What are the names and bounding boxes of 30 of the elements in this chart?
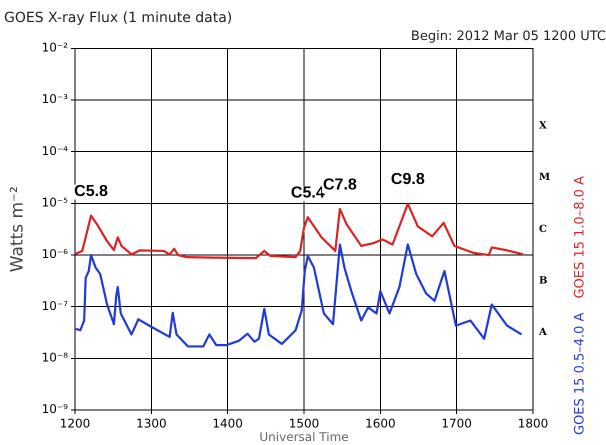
y-tick-label: 10⁻⁸ — [42, 350, 68, 364]
text: M — [539, 172, 550, 184]
x-tick-label: 1800 — [518, 416, 548, 430]
text: GOES 15 0.5–4.0 A — [572, 312, 588, 435]
x-tick-label: 1500 — [288, 416, 320, 430]
x-tick-label: 1600 — [365, 416, 396, 430]
y-tick-label: 10⁻² — [42, 40, 68, 55]
chart-title: GOES X-ray Flux (1 minute data) — [4, 10, 232, 26]
text: X — [539, 120, 547, 132]
y-tick-label: 10⁻⁶ — [42, 247, 68, 262]
y-tick-label: 10⁻⁹ — [42, 402, 68, 416]
x-tick-label: 1400 — [212, 416, 243, 430]
annotation: C5.4 — [290, 184, 325, 202]
text: B — [539, 275, 548, 286]
x-axis-title: Universal Time — [259, 430, 349, 444]
x-tick-label: 1200 — [60, 416, 90, 430]
annotation: C5.8 — [74, 183, 108, 200]
text: A — [538, 327, 547, 338]
annotation: C9.8 — [390, 171, 425, 188]
chart-subtitle: Begin: 2012 Mar 05 1200 UTC — [410, 28, 606, 44]
text: GOES 15 1.0–8.0 A — [572, 176, 588, 299]
y-tick-label: 10⁻⁵ — [42, 195, 68, 210]
y-tick-label: 10⁻³ — [42, 92, 68, 106]
annotation: C7.8 — [322, 176, 357, 194]
x-tick-label: 1700 — [441, 416, 472, 430]
y-axis-title: Watts m⁻² — [8, 186, 28, 272]
y-tick-label: 10⁻⁷ — [42, 298, 68, 313]
text: C — [539, 224, 547, 235]
x-tick-label: 1300 — [136, 416, 167, 430]
y-tick-label: 10⁻⁴ — [42, 144, 68, 158]
